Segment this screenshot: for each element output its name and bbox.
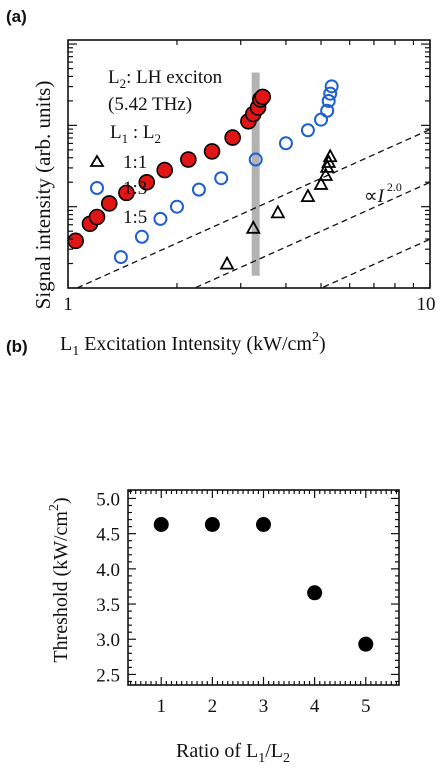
fit-lines [75,128,430,288]
threshold-point-5 [358,636,374,652]
panel-b-ytick-label: 3.5 [96,595,120,616]
series-1-5-point-5 [138,173,156,191]
series-1-1-point-1 [219,255,235,270]
panel-b-ytick-label: 4.5 [96,525,120,546]
panel-b-ytick-label: 4.0 [96,560,120,581]
panel-a-ticks [67,40,431,289]
panel-b-label: (b) [6,337,28,356]
annotation-frequency: (5.42 THz) [108,94,192,115]
panel-b-plot-area: 2.5 3.0 3.5 4.0 4.5 5.0 1 2 3 4 5 [96,489,400,717]
series-1-3-point-2 [134,229,149,244]
panel-b-xtick-label: 1 [156,696,166,717]
series-1-1-point-2 [245,219,261,234]
panel-b-ticks [128,490,399,685]
series-1-1-point-6 [318,167,334,181]
annotation-exciton: L2: LH exciton [108,67,223,91]
threshold-point-3 [256,516,271,532]
panel-b-xtick-label: 5 [361,696,371,717]
legend-marker-1-5 [88,208,106,226]
series-1-5-point-14 [254,88,271,106]
panel-b-ylabel: Threshold (kW/cm2) [47,497,72,662]
legend-label-1-1: 1:1 [123,152,147,173]
series-1-5-point-9 [224,129,241,146]
panel-a-frame [67,39,431,289]
fit-line-2 [193,181,430,288]
highlight-band [251,72,260,276]
fit-line-3 [319,238,430,288]
series-1-5-point-3 [100,195,118,212]
legend-label-1-5: 1:5 [123,207,147,228]
series-1-1-point-3 [270,204,286,219]
panel-a-xtick-label-10: 10 [417,294,436,315]
series-1-5-point-4 [118,184,135,202]
series-1-1-point-9 [322,148,338,163]
panel-a-xlabel: L1 Excitation Intensity (kW/cm2) [60,330,326,359]
panel-b-xtick-label: 2 [208,696,218,717]
legend-title: L1 : L2 [110,122,161,146]
panel-b-tick-labels: 2.5 3.0 3.5 4.0 4.5 5.0 1 2 3 4 5 [96,489,370,717]
panel-b-xlabel: Ratio of L1/L2 [176,740,290,766]
panel-a-xtick-label-1: 1 [63,294,73,315]
series-1-3-point-12 [321,93,336,108]
threshold-point-1 [153,516,169,532]
series-1-3-point-14 [324,79,339,94]
legend: 1:1 1:3 1:5 [88,152,147,228]
fit-line-1 [75,128,430,288]
legend-marker-1-1 [89,154,105,167]
slope-label: ∝I 2.0 [364,180,402,207]
legend-marker-1-3 [90,181,104,195]
series-1-5-point-1 [67,232,84,250]
series-1-3-point-5 [191,182,206,197]
series-1-1-point-4 [300,188,316,203]
series-1-5-point-8 [203,143,221,160]
legend-label-1-3: 1:3 [123,178,147,199]
series-1-3-point-3 [153,211,168,226]
series-1-3-point-7 [248,152,263,167]
series-1-5-point-6 [156,161,174,179]
series-1-3-point-8 [278,136,293,151]
series-1-3-point-13 [323,86,338,101]
series-1-1-point-5 [313,176,329,190]
threshold-point-2 [204,516,220,532]
threshold-point-4 [307,585,323,601]
panel-b-xtick-label: 3 [259,696,269,717]
panel-a-data-points [67,79,339,270]
panel-b-ytick-label: 2.5 [96,665,120,686]
series-1-3-point-11 [320,103,335,118]
series-1-5-point-7 [180,151,197,168]
panel-a-ylabel: Signal intensity (arb. units) [31,81,55,310]
series-1-3-point-4 [169,199,184,214]
panel-b-ytick-label: 5.0 [96,489,120,510]
panel-a-plot-area [67,39,431,289]
panel-a-label: (a) [6,7,27,26]
series-1-3-point-6 [214,171,229,186]
panel-b-xtick-label: 4 [310,696,320,717]
panel-b-ytick-label: 3.0 [96,630,120,651]
series-1-3-point-9 [300,123,315,138]
panel-b-data-points [153,516,374,652]
series-1-3-point-1 [113,250,128,265]
